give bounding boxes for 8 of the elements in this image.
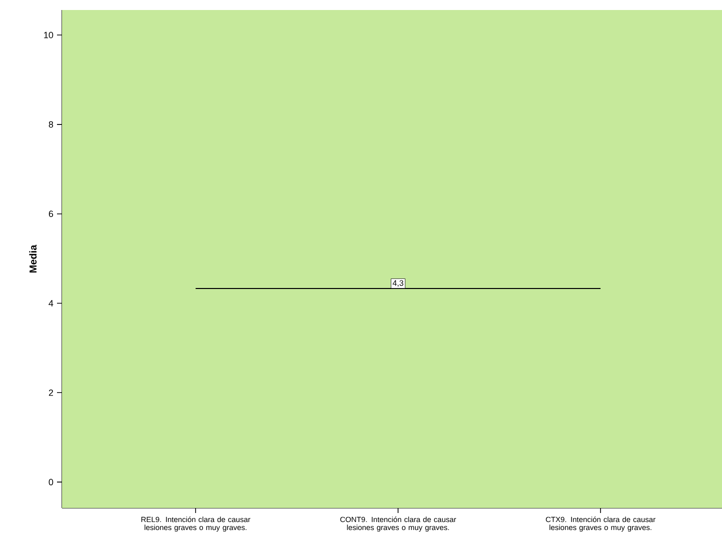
y-tick-label: 8 (48, 121, 54, 128)
y-tick-label: 0 (48, 478, 54, 486)
y-tick-label: 4 (48, 300, 54, 306)
data-label: 4,3 (392, 280, 404, 287)
y-tick-label: 10 (44, 32, 54, 38)
y-axis-title: Media (29, 244, 37, 272)
y-tick-label: 6 (48, 210, 54, 218)
y-tick-label: 2 (48, 390, 54, 396)
